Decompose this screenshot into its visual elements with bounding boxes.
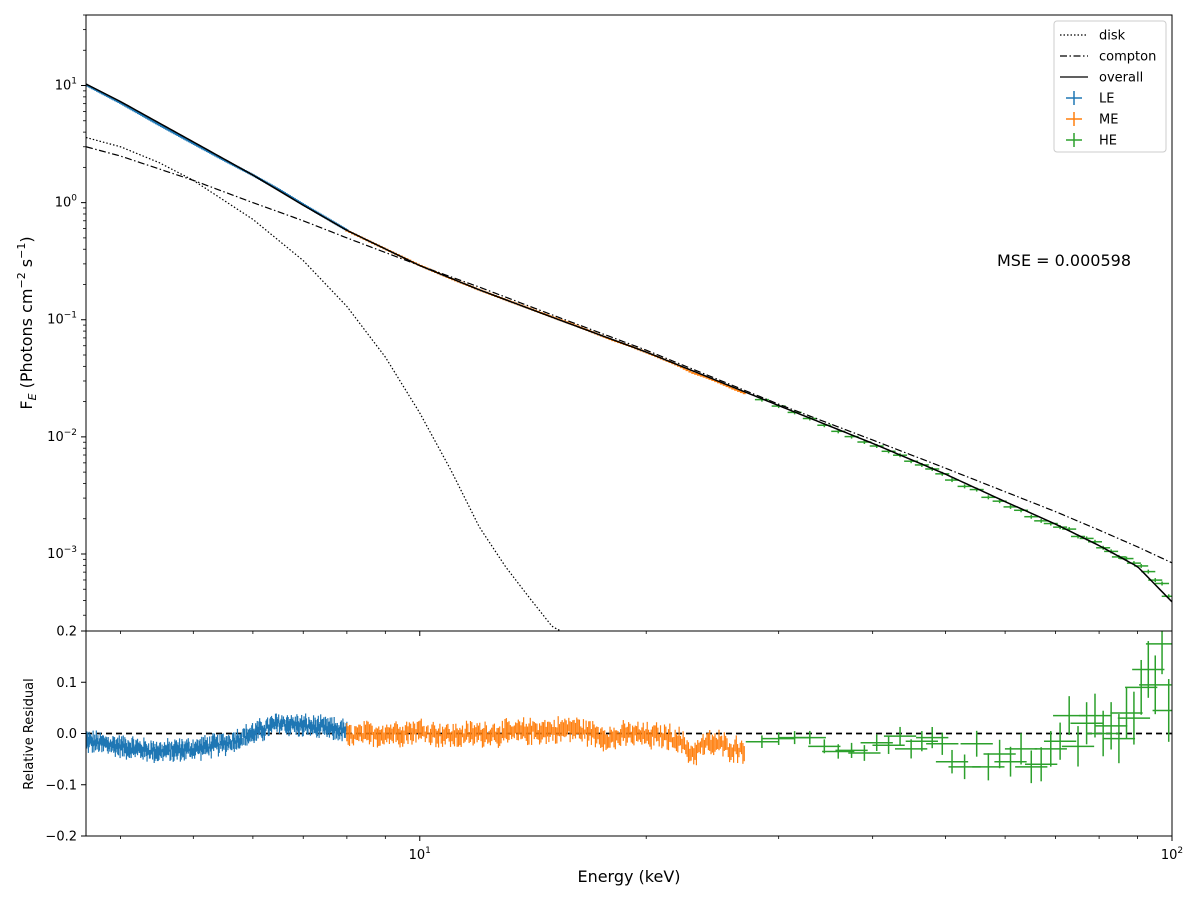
mse-annotation: MSE = 0.000598 [997, 251, 1131, 270]
residual-y-axis-label: Relative Residual [22, 678, 37, 789]
residual-y-tick-label: 0.0 [56, 727, 77, 742]
legend-label: LE [1099, 92, 1114, 107]
legend-label: disk [1099, 29, 1126, 44]
residual-series-group [86, 631, 1172, 784]
spectrum-panel: 10−3 10−2 10−1 100 101 FE (Photons cm−2 s−1)… [15, 14, 1173, 636]
legend-label: ME [1099, 113, 1118, 128]
spectrum-y-ticks: 10−3 10−2 10−1 100 101 [47, 14, 86, 616]
residual-y-ticks: 0.2 0.1 0.0 −0.1 −0.2 [45, 625, 86, 845]
compton-model-line [86, 146, 1172, 564]
y-tick-label: 100 [55, 194, 78, 211]
residual-panel: 0.2 0.1 0.0 −0.1 −0.2 101 102 Relative Residu… [22, 625, 1183, 887]
overall-model-line [86, 83, 1172, 603]
legend-label: HE [1099, 134, 1117, 149]
residual-y-tick-label: 0.2 [56, 625, 77, 640]
x-tick-label: 101 [409, 846, 431, 863]
y-tick-label: 101 [55, 77, 77, 94]
legend-entry-me: ME [1066, 112, 1118, 128]
residual-y-tick-label: 0.1 [56, 676, 77, 691]
legend-entry-compton: compton [1060, 50, 1156, 65]
legend-entry-le: LE [1066, 91, 1114, 107]
residual-x-ticks: 101 102 [120, 836, 1183, 863]
y-tick-label: 10−1 [47, 311, 77, 328]
disk-model-line [86, 136, 562, 631]
HE-residual-points [745, 631, 1172, 784]
legend-entry-disk: disk [1060, 29, 1126, 44]
LE-residual-points [86, 713, 348, 764]
spectrum-y-axis-label: FE (Photons cm−2 s−1) [15, 236, 39, 409]
residual-y-tick-label: −0.1 [45, 778, 77, 793]
legend-label: compton [1099, 50, 1156, 65]
legend-label: overall [1099, 71, 1143, 86]
legend: disk compton overall LE ME HE [1053, 20, 1167, 153]
y-tick-label: 10−3 [47, 545, 77, 562]
y-tick-label: 10−2 [47, 428, 77, 445]
spectrum-series-group [86, 83, 1172, 631]
legend-entry-overall: overall [1060, 71, 1143, 86]
x-tick-label: 102 [1161, 846, 1183, 863]
legend-entry-he: HE [1066, 133, 1117, 149]
x-axis-label: Energy (keV) [577, 867, 680, 886]
residual-y-tick-label: −0.2 [45, 830, 77, 845]
ME-residual-points [346, 716, 745, 766]
